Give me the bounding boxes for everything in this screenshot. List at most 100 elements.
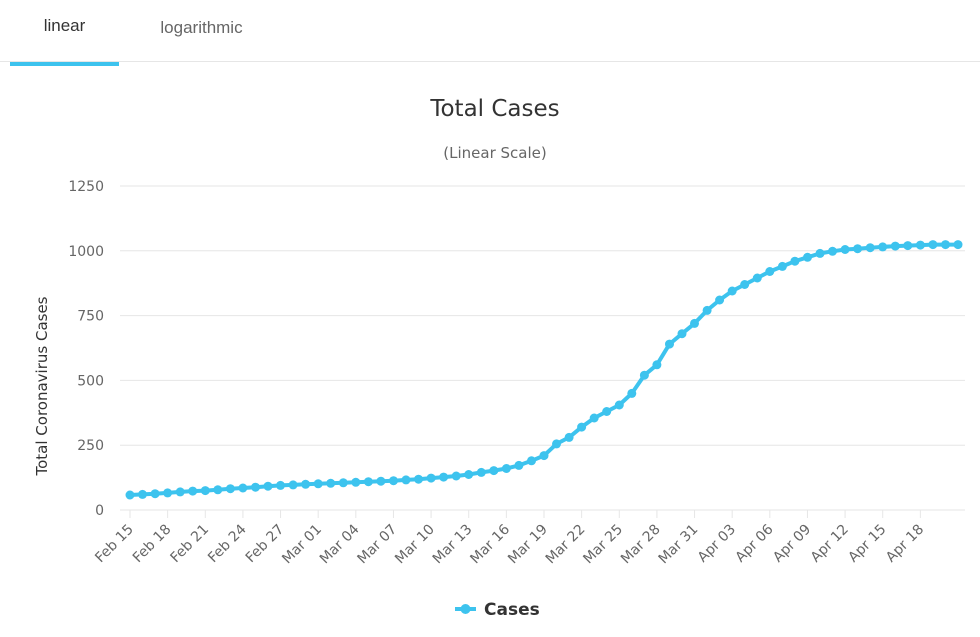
data-point[interactable] — [702, 305, 712, 315]
data-point[interactable] — [740, 280, 750, 289]
data-point[interactable] — [401, 475, 411, 485]
scale-tabs: linear logarithmic — [0, 0, 980, 66]
data-point[interactable] — [577, 422, 587, 432]
data-point[interactable] — [150, 489, 160, 499]
data-point[interactable] — [627, 388, 637, 398]
data-point[interactable] — [426, 473, 436, 483]
data-point[interactable] — [815, 248, 825, 258]
data-point[interactable] — [188, 486, 198, 496]
data-point[interactable] — [376, 476, 386, 486]
data-point[interactable] — [840, 245, 850, 254]
data-point[interactable] — [489, 466, 499, 476]
data-point[interactable] — [464, 470, 474, 479]
x-tick-label: Apr 12 — [808, 522, 852, 566]
data-point[interactable] — [263, 481, 273, 491]
y-tick-label: 1000 — [68, 244, 104, 260]
x-tick-label: Apr 03 — [695, 522, 739, 566]
data-point[interactable] — [476, 467, 486, 477]
data-point[interactable] — [803, 252, 812, 262]
data-point[interactable] — [777, 261, 787, 271]
data-point[interactable] — [828, 246, 837, 256]
y-axis-label: Total Coronavirus Cases — [33, 296, 51, 476]
legend-label-cases: Cases — [484, 600, 540, 620]
data-point[interactable] — [752, 273, 762, 283]
data-point[interactable] — [200, 486, 210, 496]
data-point[interactable] — [853, 244, 863, 254]
data-point[interactable] — [790, 256, 800, 266]
data-point[interactable] — [138, 489, 147, 499]
chart-subtitle: (Linear Scale) — [443, 144, 546, 162]
data-point[interactable] — [539, 451, 549, 461]
data-point[interactable] — [890, 241, 900, 251]
data-point[interactable] — [251, 482, 260, 492]
data-point[interactable] — [941, 240, 950, 250]
data-point[interactable] — [564, 432, 574, 442]
y-tick-label: 0 — [95, 503, 104, 519]
data-point[interactable] — [276, 480, 285, 490]
data-point[interactable] — [652, 360, 662, 370]
x-tick-label: Mar 16 — [467, 521, 513, 567]
data-point[interactable] — [326, 478, 336, 488]
data-point[interactable] — [363, 477, 373, 487]
x-tick-label: Feb 18 — [130, 522, 175, 567]
data-point[interactable] — [552, 439, 561, 449]
legend[interactable]: Cases — [455, 600, 540, 620]
x-tick-label: Mar 10 — [392, 522, 438, 568]
data-point[interactable] — [439, 472, 449, 482]
data-point[interactable] — [639, 370, 649, 380]
y-tick-label: 500 — [77, 373, 104, 389]
data-point[interactable] — [414, 474, 423, 484]
data-point[interactable] — [665, 339, 674, 349]
x-tick-label: Feb 21 — [168, 522, 213, 567]
data-point[interactable] — [225, 484, 235, 494]
data-point[interactable] — [351, 477, 361, 487]
x-tick-label: Feb 24 — [205, 521, 250, 566]
data-point[interactable] — [389, 476, 398, 486]
chart-title: Total Cases — [429, 96, 559, 122]
data-point[interactable] — [953, 240, 963, 250]
data-point[interactable] — [903, 241, 913, 251]
data-point[interactable] — [602, 407, 612, 416]
data-point[interactable] — [527, 456, 536, 466]
y-tick-label: 1250 — [68, 179, 104, 195]
data-point[interactable] — [213, 485, 223, 495]
data-point[interactable] — [589, 413, 599, 423]
data-point[interactable] — [677, 329, 687, 339]
data-point[interactable] — [501, 464, 511, 473]
data-point[interactable] — [928, 240, 938, 250]
x-tick-label: Mar 31 — [656, 522, 702, 568]
data-point[interactable] — [765, 267, 775, 276]
data-point[interactable] — [175, 487, 185, 497]
data-point[interactable] — [915, 240, 925, 250]
series-cases — [125, 240, 963, 500]
data-point[interactable] — [614, 400, 624, 410]
grid-lines — [120, 185, 965, 511]
y-axis-ticks: 0 250 500 750 1000 1250 — [68, 179, 104, 519]
tab-linear[interactable]: linear — [10, 0, 119, 66]
data-point[interactable] — [690, 318, 699, 328]
total-cases-chart: Total Cases (Linear Scale) Total Coronav… — [33, 96, 965, 620]
x-tick-label: Mar 04 — [317, 521, 363, 567]
x-tick-label: Mar 13 — [430, 522, 476, 568]
data-point[interactable] — [514, 460, 524, 470]
data-point[interactable] — [727, 286, 737, 296]
data-point[interactable] — [125, 490, 135, 500]
tab-logarithmic[interactable]: logarithmic — [160, 18, 243, 37]
data-point[interactable] — [238, 483, 248, 493]
legend-marker — [460, 604, 471, 614]
data-point[interactable] — [451, 471, 461, 481]
x-tick-label: Apr 15 — [845, 522, 889, 566]
data-point[interactable] — [715, 295, 725, 305]
data-point[interactable] — [878, 242, 888, 252]
y-tick-label: 250 — [77, 438, 104, 454]
x-tick-label: Apr 18 — [883, 522, 927, 566]
x-tick-label: Apr 06 — [732, 521, 776, 565]
x-tick-label: Feb 15 — [92, 522, 137, 567]
data-point[interactable] — [288, 480, 298, 490]
data-point[interactable] — [865, 243, 875, 253]
data-point[interactable] — [313, 479, 323, 489]
data-point[interactable] — [301, 479, 311, 489]
data-point[interactable] — [163, 488, 173, 498]
data-point[interactable] — [338, 478, 348, 488]
